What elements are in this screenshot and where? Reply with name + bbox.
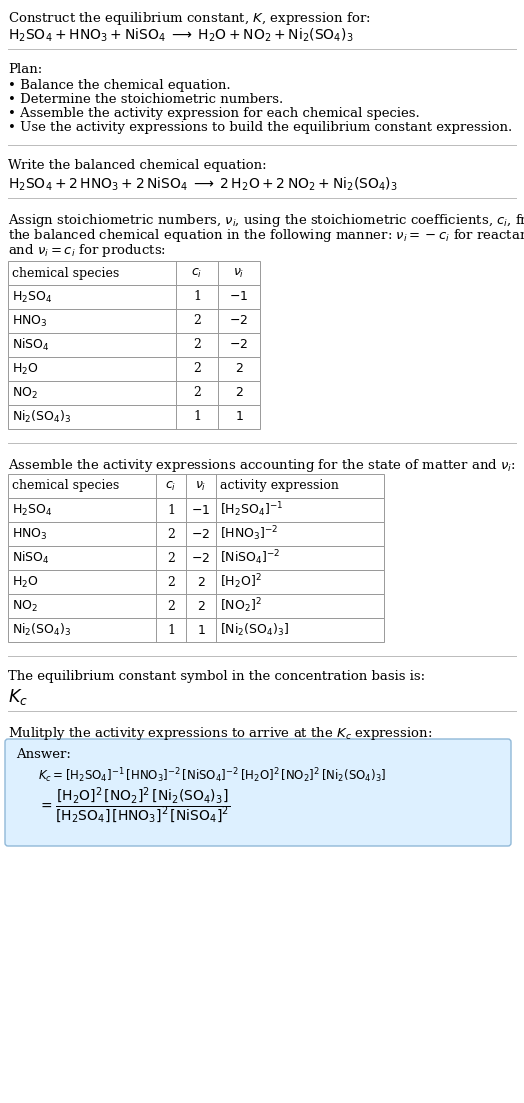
Text: $\mathrm{H_2SO_4}$: $\mathrm{H_2SO_4}$ <box>12 289 52 304</box>
Bar <box>8 522 384 546</box>
Text: $\mathrm{H_2O}$: $\mathrm{H_2O}$ <box>12 575 39 589</box>
Text: $-1$: $-1$ <box>230 290 248 303</box>
Text: $-2$: $-2$ <box>191 527 211 540</box>
Text: $-1$: $-1$ <box>191 503 211 516</box>
Text: $[\mathrm{Ni_2(SO_4)_3}]$: $[\mathrm{Ni_2(SO_4)_3}]$ <box>220 622 289 638</box>
Text: Assemble the activity expressions accounting for the state of matter and $\nu_i$: Assemble the activity expressions accoun… <box>8 457 516 474</box>
Text: $\mathrm{NiSO_4}$: $\mathrm{NiSO_4}$ <box>12 336 50 353</box>
Text: $K_c = [\mathrm{H_2SO_4}]^{-1}\,[\mathrm{HNO_3}]^{-2}\,[\mathrm{NiSO_4}]^{-2}\,[: $K_c = [\mathrm{H_2SO_4}]^{-1}\,[\mathrm… <box>38 765 386 784</box>
Text: $c_i$: $c_i$ <box>166 480 177 493</box>
Text: 2: 2 <box>193 339 201 352</box>
Text: chemical species: chemical species <box>12 267 119 279</box>
Text: 2: 2 <box>167 600 175 612</box>
Bar <box>8 595 384 618</box>
Bar <box>8 618 384 642</box>
Text: $= \dfrac{[\mathrm{H_2O}]^{2}\,[\mathrm{NO_2}]^{2}\,[\mathrm{Ni_2(SO_4)_3}]}{[\m: $= \dfrac{[\mathrm{H_2O}]^{2}\,[\mathrm{… <box>38 786 230 826</box>
FancyBboxPatch shape <box>5 739 511 846</box>
Text: $\mathrm{H_2SO_4}$: $\mathrm{H_2SO_4}$ <box>12 503 52 517</box>
Text: $\mathrm{HNO_3}$: $\mathrm{HNO_3}$ <box>12 526 48 542</box>
Text: and $\nu_i = c_i$ for products:: and $\nu_i = c_i$ for products: <box>8 242 166 259</box>
Bar <box>8 381 260 405</box>
Text: $2$: $2$ <box>196 600 205 612</box>
Text: Mulitply the activity expressions to arrive at the $K_c$ expression:: Mulitply the activity expressions to arr… <box>8 725 432 742</box>
Bar <box>8 285 260 309</box>
Text: $K_c$: $K_c$ <box>8 687 28 707</box>
Text: 1: 1 <box>167 623 175 636</box>
Text: $\mathrm{NiSO_4}$: $\mathrm{NiSO_4}$ <box>12 550 50 566</box>
Text: $\mathrm{HNO_3}$: $\mathrm{HNO_3}$ <box>12 313 48 329</box>
Text: $\mathrm{H_2SO_4 + 2\,HNO_3 + 2\,NiSO_4 \;\longrightarrow\; 2\,H_2O + 2\,NO_2 + : $\mathrm{H_2SO_4 + 2\,HNO_3 + 2\,NiSO_4 … <box>8 176 398 193</box>
Text: Construct the equilibrium constant, $K$, expression for:: Construct the equilibrium constant, $K$,… <box>8 10 370 26</box>
Text: $1$: $1$ <box>196 623 205 636</box>
Bar <box>8 497 384 522</box>
Text: $-2$: $-2$ <box>230 314 248 328</box>
Text: Assign stoichiometric numbers, $\nu_i$, using the stoichiometric coefficients, $: Assign stoichiometric numbers, $\nu_i$, … <box>8 212 524 229</box>
Bar <box>8 357 260 381</box>
Text: activity expression: activity expression <box>220 480 339 493</box>
Bar <box>8 474 384 497</box>
Text: Write the balanced chemical equation:: Write the balanced chemical equation: <box>8 159 267 172</box>
Bar <box>8 261 260 285</box>
Text: • Balance the chemical equation.: • Balance the chemical equation. <box>8 79 231 92</box>
Text: 1: 1 <box>193 290 201 303</box>
Text: the balanced chemical equation in the following manner: $\nu_i = -c_i$ for react: the balanced chemical equation in the fo… <box>8 227 524 244</box>
Text: 1: 1 <box>167 503 175 516</box>
Text: $2$: $2$ <box>235 386 243 399</box>
Text: $[\mathrm{NO_2}]^{2}$: $[\mathrm{NO_2}]^{2}$ <box>220 597 261 615</box>
Text: $\mathrm{Ni_2(SO_4)_3}$: $\mathrm{Ni_2(SO_4)_3}$ <box>12 409 71 425</box>
Text: 2: 2 <box>167 576 175 589</box>
Text: $-2$: $-2$ <box>191 552 211 565</box>
Text: $\mathrm{H_2SO_4 + HNO_3 + NiSO_4 \;\longrightarrow\; H_2O + NO_2 + Ni_2(SO_4)_3: $\mathrm{H_2SO_4 + HNO_3 + NiSO_4 \;\lon… <box>8 26 354 44</box>
Bar <box>8 333 260 357</box>
Text: 2: 2 <box>167 527 175 540</box>
Text: $[\mathrm{NiSO_4}]^{-2}$: $[\mathrm{NiSO_4}]^{-2}$ <box>220 548 280 567</box>
Text: $\mathrm{Ni_2(SO_4)_3}$: $\mathrm{Ni_2(SO_4)_3}$ <box>12 622 71 638</box>
Bar <box>8 405 260 429</box>
Text: Answer:: Answer: <box>16 748 71 761</box>
Text: $[\mathrm{HNO_3}]^{-2}$: $[\mathrm{HNO_3}]^{-2}$ <box>220 525 278 544</box>
Text: 2: 2 <box>167 552 175 565</box>
Bar <box>8 570 384 595</box>
Bar <box>8 309 260 333</box>
Text: The equilibrium constant symbol in the concentration basis is:: The equilibrium constant symbol in the c… <box>8 670 425 683</box>
Text: • Use the activity expressions to build the equilibrium constant expression.: • Use the activity expressions to build … <box>8 121 512 133</box>
Text: chemical species: chemical species <box>12 480 119 493</box>
Text: $\mathrm{NO_2}$: $\mathrm{NO_2}$ <box>12 599 38 613</box>
Text: 1: 1 <box>193 410 201 424</box>
Text: $\mathrm{H_2O}$: $\mathrm{H_2O}$ <box>12 362 39 376</box>
Text: $\nu_i$: $\nu_i$ <box>233 267 245 279</box>
Text: • Assemble the activity expression for each chemical species.: • Assemble the activity expression for e… <box>8 107 420 120</box>
Text: $\mathrm{NO_2}$: $\mathrm{NO_2}$ <box>12 385 38 400</box>
Text: $[\mathrm{H_2O}]^{2}$: $[\mathrm{H_2O}]^{2}$ <box>220 572 262 591</box>
Text: $2$: $2$ <box>235 363 243 375</box>
Text: $[\mathrm{H_2SO_4}]^{-1}$: $[\mathrm{H_2SO_4}]^{-1}$ <box>220 501 283 520</box>
Text: 2: 2 <box>193 363 201 375</box>
Text: $c_i$: $c_i$ <box>191 267 203 279</box>
Text: $\nu_i$: $\nu_i$ <box>195 480 206 493</box>
Text: 2: 2 <box>193 386 201 399</box>
Text: $1$: $1$ <box>235 410 243 424</box>
Text: • Determine the stoichiometric numbers.: • Determine the stoichiometric numbers. <box>8 93 283 106</box>
Text: 2: 2 <box>193 314 201 328</box>
Bar <box>8 546 384 570</box>
Text: Plan:: Plan: <box>8 63 42 76</box>
Text: $-2$: $-2$ <box>230 339 248 352</box>
Text: $2$: $2$ <box>196 576 205 589</box>
